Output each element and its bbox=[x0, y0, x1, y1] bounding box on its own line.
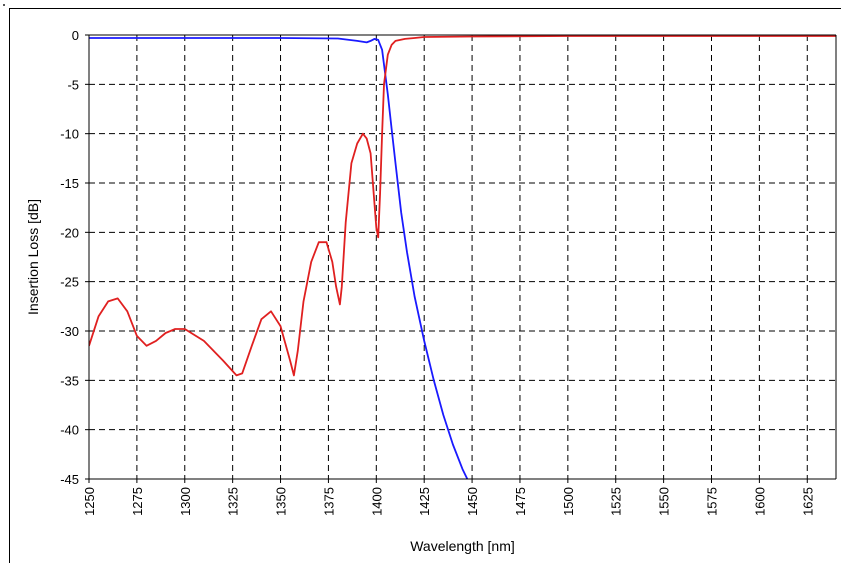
y-tick-label: -40 bbox=[60, 423, 79, 438]
y-tick-labels: 0 -5 -10 -15 -20 -25 -30 -35 -40 -45 bbox=[60, 28, 79, 487]
corner-mark bbox=[3, 4, 5, 6]
y-tick-label: -15 bbox=[60, 176, 79, 191]
y-tick-label: -45 bbox=[60, 472, 79, 487]
x-tick-label: 1500 bbox=[561, 487, 576, 516]
series-group bbox=[89, 35, 836, 479]
series-line-2 bbox=[89, 35, 836, 377]
series-line-1 bbox=[89, 37, 469, 479]
y-tick-label: -5 bbox=[67, 77, 79, 92]
x-tick-labels: 1250 1275 1300 1325 1350 1375 1400 1425 1450 1475… bbox=[82, 487, 815, 516]
x-axis-title: Wavelength [nm] bbox=[410, 538, 515, 554]
x-tick-label: 1575 bbox=[705, 487, 720, 516]
x-tick-label: 1550 bbox=[657, 487, 672, 516]
x-tick-label: 1400 bbox=[369, 487, 384, 516]
axes bbox=[85, 34, 837, 483]
x-tick-label: 1350 bbox=[274, 487, 289, 516]
x-tick-label: 1275 bbox=[130, 487, 145, 516]
x-tick-label: 1250 bbox=[82, 487, 97, 516]
x-tick-label: 1475 bbox=[513, 487, 528, 516]
x-tick-label: 1425 bbox=[417, 487, 432, 516]
x-tick-label: 1600 bbox=[752, 487, 767, 516]
x-tick-label: 1450 bbox=[465, 487, 480, 516]
x-tick-label: 1300 bbox=[178, 487, 193, 516]
x-tick-label: 1625 bbox=[800, 487, 815, 516]
y-tick-label: -20 bbox=[60, 225, 79, 240]
y-tick-label: 0 bbox=[72, 28, 79, 43]
chart-frame bbox=[9, 8, 841, 563]
y-axis-title: Insertion Loss [dB] bbox=[25, 199, 41, 315]
y-tick-label: -35 bbox=[60, 373, 79, 388]
x-tick-label: 1525 bbox=[609, 487, 624, 516]
y-tick-label: -30 bbox=[60, 324, 79, 339]
x-tick-label: 1325 bbox=[226, 487, 241, 516]
y-tick-label: -10 bbox=[60, 127, 79, 142]
grid bbox=[89, 35, 836, 479]
x-tick-label: 1375 bbox=[321, 487, 336, 516]
y-tick-label: -25 bbox=[60, 275, 79, 290]
